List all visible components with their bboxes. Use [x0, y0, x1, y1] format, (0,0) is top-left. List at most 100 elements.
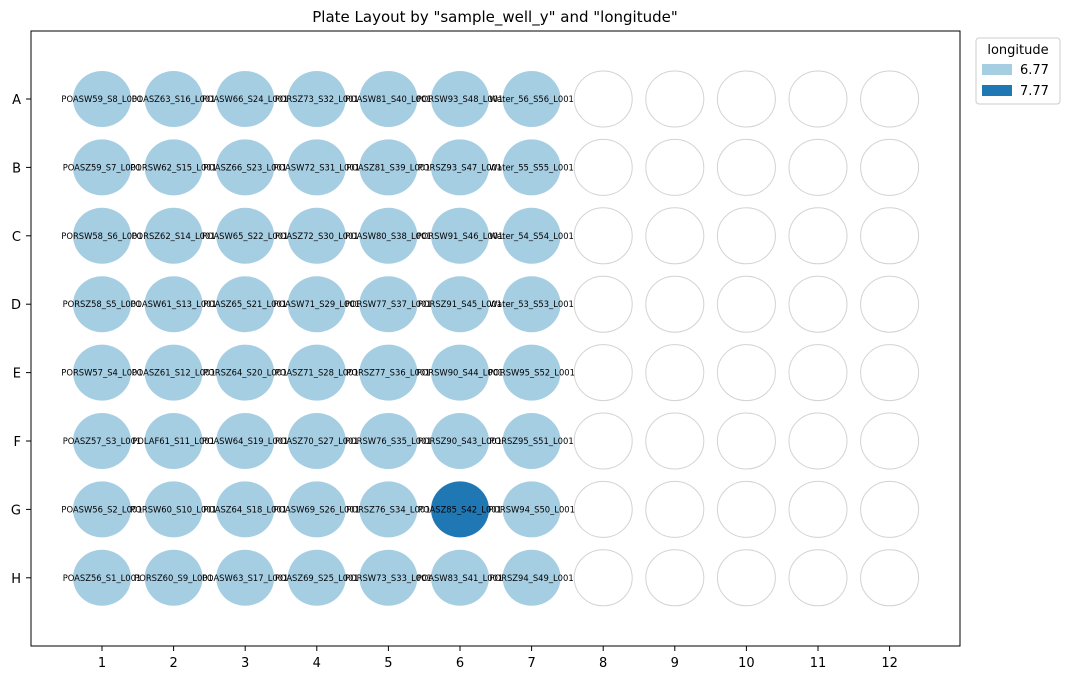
well-D5: [359, 276, 418, 333]
empty-well-D12: [860, 275, 920, 333]
y-tick-label-A: A: [12, 93, 21, 108]
chart-title: Plate Layout by "sample_well_y" and "lon…: [312, 8, 678, 27]
empty-well-C9: [645, 207, 705, 265]
well-label-D3: POASZ65_S21_L001: [203, 299, 287, 309]
well-label-F7: PORSZ95_S51_L001: [490, 436, 574, 446]
well-D7: [502, 276, 561, 333]
well-F6: [431, 413, 489, 469]
well-G7: [502, 481, 561, 538]
well-B5: [359, 139, 418, 196]
well-label-H7: PORSZ94_S49_L001: [490, 573, 574, 583]
x-tick-label-11: 11: [810, 656, 827, 671]
well-F5: [359, 413, 418, 469]
well-D6: [431, 276, 489, 333]
y-tick-label-B: B: [12, 161, 21, 176]
empty-well-B9: [645, 138, 705, 196]
well-label-B3: POASZ66_S23_L001: [203, 162, 287, 172]
empty-well-F11: [788, 412, 848, 470]
well-label-E6: PORSW90_S44_L001: [417, 368, 504, 378]
empty-well-E12: [860, 344, 920, 402]
empty-well-E10: [716, 344, 776, 402]
empty-well-C11: [788, 207, 848, 265]
well-label-B4: POASW72_S31_L001: [274, 162, 360, 172]
well-label-B7: Water_55_S55_L001: [489, 162, 574, 172]
empty-well-A8: [573, 70, 633, 128]
wells-group: POASW59_S8_L001POASZ63_S16_L001POASW66_S…: [61, 70, 920, 607]
well-F7: [502, 413, 561, 469]
x-tick-label-10: 10: [738, 656, 755, 671]
well-label-E4: POASZ71_S28_L001: [275, 368, 359, 378]
well-label-C2: PORSZ62_S14_L001: [132, 231, 216, 241]
well-G1: [73, 481, 131, 538]
empty-well-A12: [860, 70, 920, 128]
well-A1: [73, 71, 131, 127]
well-label-F4: POASZ70_S27_L001: [275, 436, 359, 446]
well-H6: [431, 549, 489, 606]
y-tick-label-F: F: [14, 435, 21, 450]
well-G2: [144, 481, 203, 538]
well-label-F1: POASZ57_S3_L001: [63, 436, 142, 446]
y-tick-label-C: C: [12, 230, 21, 245]
well-label-E5: PORSZ77_S36_L001: [346, 368, 430, 378]
well-A2: [144, 71, 203, 127]
empty-well-C8: [573, 207, 633, 265]
empty-well-H11: [788, 549, 848, 607]
well-label-C3: POASW65_S22_L001: [202, 231, 288, 241]
well-label-A6: PORSW93_S48_L001: [417, 94, 504, 104]
well-F2: [144, 413, 203, 469]
well-label-F6: PORSZ90_S43_L001: [418, 436, 502, 446]
well-label-D6: PORSZ91_S45_L001: [418, 299, 502, 309]
well-F1: [73, 413, 131, 469]
well-B7: [502, 139, 561, 196]
well-E3: [216, 344, 275, 401]
well-label-B6: PORSZ93_S47_L001: [418, 162, 502, 172]
y-tick-label-E: E: [13, 367, 21, 382]
well-label-G6: POASZ85_S42_L001: [418, 504, 502, 514]
well-H4: [287, 549, 346, 606]
well-G4: [287, 481, 346, 538]
well-label-D1: PORSZ58_S5_L001: [63, 299, 142, 309]
well-label-G4: POASW69_S26_L001: [274, 504, 360, 514]
well-label-C7: Water_54_S54_L001: [489, 231, 574, 241]
well-B1: [73, 139, 131, 196]
well-label-E7: PORSW95_S52_L001: [488, 368, 575, 378]
empty-well-D9: [645, 275, 705, 333]
well-A5: [359, 71, 418, 127]
x-tick-label-8: 8: [599, 656, 607, 671]
well-label-H6: POASW83_S41_L001: [417, 573, 503, 583]
empty-well-G8: [573, 480, 633, 538]
well-E4: [287, 344, 346, 401]
y-tick-label-D: D: [11, 298, 21, 313]
well-A7: [502, 71, 561, 127]
empty-well-B11: [788, 138, 848, 196]
well-C2: [144, 207, 203, 264]
x-tick-label-3: 3: [241, 656, 249, 671]
well-F3: [216, 413, 275, 469]
well-D2: [144, 276, 203, 333]
well-B4: [287, 139, 346, 196]
well-B6: [431, 139, 489, 196]
well-H1: [73, 549, 131, 606]
empty-well-E9: [645, 344, 705, 402]
well-C1: [73, 207, 131, 264]
well-label-B2: PORSW62_S15_L001: [130, 162, 217, 172]
well-label-H4: POASZ69_S25_L001: [275, 573, 359, 583]
legend: longitude 6.77 7.77: [975, 37, 1061, 105]
well-label-B1: POASZ59_S7_L001: [63, 162, 142, 172]
well-label-G7: PORSW94_S50_L001: [488, 504, 575, 514]
legend-title: longitude: [987, 43, 1048, 58]
empty-well-H12: [860, 549, 920, 607]
legend-label-7.77: 7.77: [1020, 84, 1049, 99]
well-E7: [502, 344, 561, 401]
well-label-A5: POASW81_S40_L001: [345, 94, 431, 104]
empty-well-B8: [573, 138, 633, 196]
x-tick-label-7: 7: [527, 656, 535, 671]
well-label-F2: POLAF61_S11_L001: [132, 436, 215, 446]
well-C7: [502, 207, 561, 264]
empty-well-A9: [645, 70, 705, 128]
well-label-A4: PORSZ73_S32_L001: [275, 94, 359, 104]
x-tick-label-4: 4: [313, 656, 321, 671]
well-label-A1: POASW59_S8_L001: [61, 94, 142, 104]
well-E2: [144, 344, 203, 401]
well-label-G2: PORSW60_S10_L001: [130, 504, 217, 514]
